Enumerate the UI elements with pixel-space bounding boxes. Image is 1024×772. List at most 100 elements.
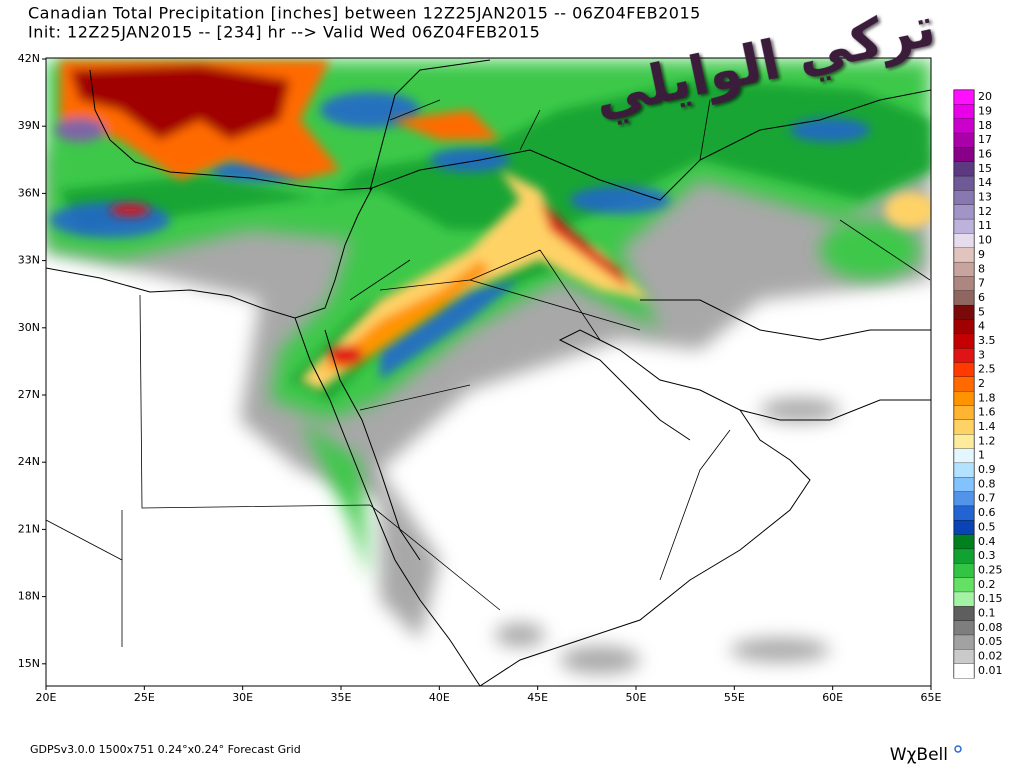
legend-label: 2 bbox=[978, 377, 985, 390]
lat-label: 42N bbox=[18, 52, 40, 65]
legend-label: 1.2 bbox=[978, 434, 996, 447]
legend-label: 16 bbox=[978, 148, 992, 161]
legend-swatch bbox=[953, 405, 975, 421]
legend-swatch bbox=[953, 462, 975, 478]
legend-label: 0.4 bbox=[978, 535, 996, 548]
lon-label: 65E bbox=[921, 691, 942, 704]
lat-label: 39N bbox=[18, 119, 40, 132]
legend-label: 0.02 bbox=[978, 649, 1003, 662]
lon-label: 25E bbox=[134, 691, 155, 704]
legend-swatch bbox=[953, 606, 975, 622]
legend-label: 9 bbox=[978, 248, 985, 261]
legend-label: 11 bbox=[978, 219, 992, 232]
lat-label: 24N bbox=[18, 455, 40, 468]
legend-swatch bbox=[953, 89, 975, 105]
legend-swatch bbox=[953, 290, 975, 306]
legend-label: 18 bbox=[978, 119, 992, 132]
legend-swatch bbox=[953, 175, 975, 192]
lon-label: 40E bbox=[429, 691, 450, 704]
legend-swatch bbox=[953, 505, 975, 521]
legend-swatch bbox=[953, 204, 975, 220]
legend-label: 20 bbox=[978, 90, 992, 103]
legend-label: 1 bbox=[978, 449, 985, 462]
legend-label: 2.5 bbox=[978, 363, 996, 376]
lon-label: 35E bbox=[331, 691, 352, 704]
legend-label: 1.4 bbox=[978, 420, 996, 433]
legend-label: 8 bbox=[978, 262, 985, 275]
legend-label: 14 bbox=[978, 176, 992, 189]
legend-label: 0.3 bbox=[978, 549, 996, 562]
legend-label: 15 bbox=[978, 162, 992, 175]
legend-label: 1.8 bbox=[978, 391, 996, 404]
lon-label: 45E bbox=[527, 691, 548, 704]
legend-swatch bbox=[953, 491, 975, 507]
legend-swatch bbox=[953, 161, 975, 177]
legend-label: 10 bbox=[978, 234, 992, 247]
footer-left: GDPSv3.0.0 1500x751 0.24°x0.24° Forecast… bbox=[30, 743, 301, 756]
legend-label: 0.15 bbox=[978, 592, 1003, 605]
legend-swatch bbox=[953, 391, 975, 407]
legend-label: 0.5 bbox=[978, 520, 996, 533]
legend-swatch bbox=[953, 663, 975, 679]
subtitle: Init: 12Z25JAN2015 -- [234] hr --> Valid… bbox=[28, 23, 540, 42]
legend-label: 19 bbox=[978, 105, 992, 118]
lat-label: 27N bbox=[18, 388, 40, 401]
legend-label: 0.8 bbox=[978, 477, 996, 490]
legend-swatch bbox=[953, 620, 975, 636]
lon-label: 60E bbox=[822, 691, 843, 704]
footer-right: WχBell bbox=[890, 745, 948, 765]
legend-swatch bbox=[953, 118, 975, 134]
logo-dot bbox=[954, 745, 962, 753]
legend-swatch bbox=[953, 649, 975, 665]
legend-swatch bbox=[953, 634, 975, 650]
legend-swatch bbox=[953, 132, 975, 149]
legend-label: 0.9 bbox=[978, 463, 996, 476]
legend-label: 0.01 bbox=[978, 664, 1003, 677]
lon-label: 55E bbox=[724, 691, 745, 704]
lat-label: 30N bbox=[18, 321, 40, 334]
legend-swatch bbox=[953, 419, 975, 435]
legend-label: 7 bbox=[978, 277, 985, 290]
legend-label: 5 bbox=[978, 305, 985, 318]
map-frame bbox=[45, 57, 932, 687]
legend-swatch bbox=[953, 104, 975, 120]
legend-swatch bbox=[953, 218, 975, 235]
legend-label: 0.08 bbox=[978, 621, 1003, 634]
legend-label: 0.2 bbox=[978, 578, 996, 591]
lon-label: 50E bbox=[626, 691, 647, 704]
legend-swatch bbox=[953, 434, 975, 450]
legend-swatch bbox=[953, 591, 975, 607]
title: Canadian Total Precipitation [inches] be… bbox=[28, 4, 701, 23]
legend-swatch bbox=[953, 233, 975, 249]
legend-swatch bbox=[953, 534, 975, 550]
lon-label: 30E bbox=[232, 691, 253, 704]
legend-label: 12 bbox=[978, 205, 992, 218]
legend-label: 0.25 bbox=[978, 563, 1003, 576]
legend-label: 1.6 bbox=[978, 406, 996, 419]
legend-swatch bbox=[953, 477, 975, 493]
lat-label: 33N bbox=[18, 254, 40, 267]
legend-swatch bbox=[953, 563, 975, 579]
legend-swatch bbox=[953, 548, 975, 564]
legend-swatch bbox=[953, 190, 975, 206]
legend-label: 0.7 bbox=[978, 492, 996, 505]
legend-swatch bbox=[953, 147, 975, 163]
lat-label: 18N bbox=[18, 590, 40, 603]
legend-swatch bbox=[953, 261, 975, 278]
legend-swatch bbox=[953, 247, 975, 263]
legend-label: 13 bbox=[978, 191, 992, 204]
lat-label: 21N bbox=[18, 522, 40, 535]
legend-swatch bbox=[953, 376, 975, 392]
legend-label: 0.05 bbox=[978, 635, 1003, 648]
legend-label: 4 bbox=[978, 320, 985, 333]
lat-label: 15N bbox=[18, 657, 40, 670]
lat-label: 36N bbox=[18, 186, 40, 199]
legend-swatch bbox=[953, 362, 975, 378]
legend-swatch bbox=[953, 448, 975, 464]
legend-label: 0.6 bbox=[978, 506, 996, 519]
legend-swatch bbox=[953, 276, 975, 292]
legend-swatch bbox=[953, 319, 975, 335]
legend-label: 0.1 bbox=[978, 606, 996, 619]
legend-label: 6 bbox=[978, 291, 985, 304]
